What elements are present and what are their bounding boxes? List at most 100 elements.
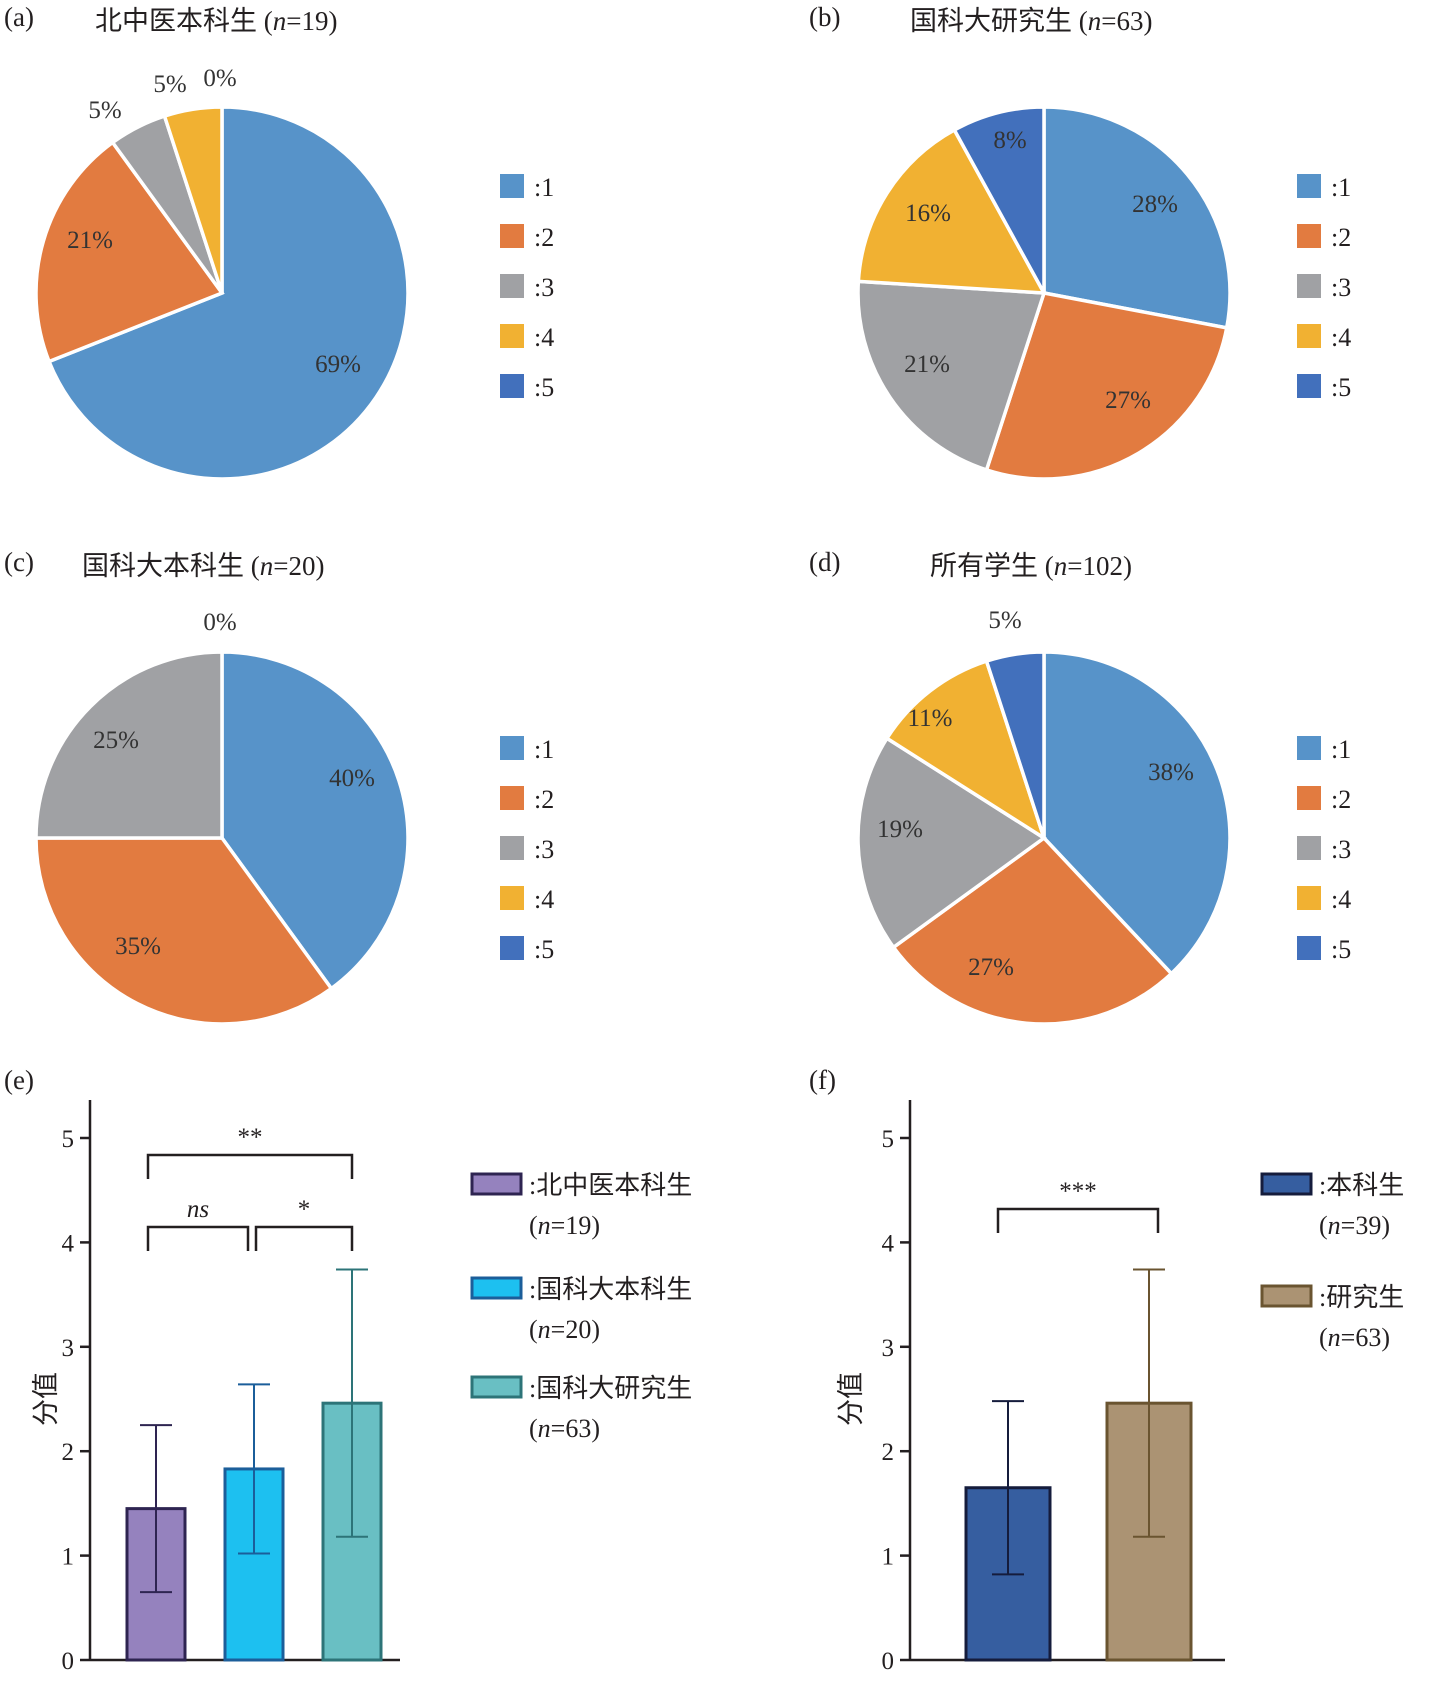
pie-chart-panel-c: (c) 国科大本科生 (n=20) 40% 35% 25% 0%:1:2:3:4:5	[4, 547, 554, 1026]
pie-slice-5	[984, 650, 1046, 839]
chart-title: 国科大本科生 (n=20)	[82, 551, 324, 581]
significance-bracket	[996, 1207, 1160, 1233]
legend-swatch-4	[500, 886, 524, 910]
legend-swatch-1	[1297, 174, 1321, 198]
legend-label-2: :2	[534, 785, 554, 814]
significance-bracket	[146, 1153, 354, 1179]
pie-slice-3	[856, 279, 1047, 473]
y-tick-label: 1	[882, 1544, 895, 1571]
legend-swatch-2	[500, 224, 524, 248]
y-axis-label: 分值	[836, 1372, 866, 1426]
bar-legend: :本科生 (n=39) :研究生 (n=63)	[1260, 1171, 1404, 1352]
pie-slice-4	[162, 105, 224, 294]
legend-n-3: (n=63)	[529, 1414, 600, 1443]
significance-bracket	[146, 1225, 250, 1251]
legend-n-2: (n=20)	[529, 1315, 600, 1344]
legend-label-4: :4	[1331, 885, 1351, 914]
legend-swatch-3	[470, 1375, 523, 1399]
significance-label: ns	[187, 1196, 209, 1223]
pie-slice-1	[46, 105, 410, 481]
legend-label-2: :2	[1331, 223, 1351, 252]
slice-label-5: 5%	[988, 607, 1021, 634]
slice-label-4: 16%	[905, 200, 951, 227]
panel-label: (a)	[4, 2, 34, 32]
legend-label-3: :3	[1331, 273, 1351, 302]
pie-legend: :1 :2 :3 :4 :5	[500, 735, 554, 964]
legend-label-5: :5	[1331, 935, 1351, 964]
legend-label-1: :1	[534, 735, 554, 764]
y-axis-label: 分值	[31, 1372, 61, 1426]
legend-label-1: :1	[1331, 173, 1351, 202]
legend-swatch-5	[1297, 374, 1321, 398]
legend-swatch-2	[1297, 224, 1321, 248]
slice-label-1: 28%	[1132, 191, 1178, 218]
legend-n-1: (n=39)	[1319, 1211, 1390, 1240]
slice-label-5: 0%	[203, 65, 236, 92]
legend-n-1: (n=19)	[529, 1211, 600, 1240]
slice-label-4: 0%	[203, 609, 236, 636]
legend-swatch-3	[500, 274, 524, 298]
legend-label-1: :1	[534, 173, 554, 202]
y-tick-label: 4	[62, 1230, 75, 1257]
slice-label-2: 35%	[115, 933, 161, 960]
legend-label-1: :北中医本科生	[529, 1171, 692, 1200]
legend-swatch-5	[500, 936, 524, 960]
pie-slice-2	[891, 835, 1174, 1026]
pie-slice-1	[1042, 105, 1232, 330]
slice-label-1: 69%	[315, 351, 361, 378]
pie-slice-5	[952, 105, 1046, 294]
y-tick-label: 3	[882, 1335, 895, 1362]
legend-swatch-4	[500, 324, 524, 348]
significance-label: ***	[1059, 1178, 1097, 1205]
bar-chart-panel-e: (e) 0 1 2 3 4 5 分值 ** ns *:北中医本科生 (n=19):国科大本科生 (n=2…	[4, 1065, 692, 1675]
pie-chart-panel-b: (b) 国科大研究生 (n=63) 28% 27% 21% 16% 8%:1:2:3:4:5	[809, 2, 1351, 481]
legend-swatch-3	[1297, 836, 1321, 860]
significance-bracket	[254, 1225, 354, 1251]
legend-swatch-5	[500, 374, 524, 398]
legend-swatch-1	[500, 174, 524, 198]
slice-label-3: 25%	[93, 727, 139, 754]
bar-chart-panel-f: (f) 0 1 2 3 4 5 分值 ***:本科生 (n=39):研究生 (n=63)	[809, 1065, 1404, 1675]
pie-chart-panel-d: (d) 所有学生 (n=102) 38% 27% 19% 11% 5%:1:2:3:4:5	[809, 547, 1351, 1026]
chart-title: 国科大研究生 (n=63)	[910, 6, 1152, 36]
significance-label: *	[298, 1196, 311, 1223]
legend-label-4: :4	[534, 323, 554, 352]
slice-label-2: 27%	[968, 954, 1014, 981]
pie-slice-4	[884, 658, 1048, 843]
pie-legend: :1:2:3:4:5	[500, 173, 554, 402]
chart-title: 所有学生 (n=102)	[930, 551, 1132, 581]
panel-label: (e)	[4, 1065, 34, 1095]
panel-label: (f)	[809, 1065, 836, 1095]
y-tick-label: 2	[882, 1439, 895, 1466]
pie-legend: :1:2:3:4:5	[1297, 735, 1351, 964]
legend-label-2: :研究生	[1319, 1283, 1404, 1312]
legend-swatch-5	[1297, 936, 1321, 960]
legend-label-3: :3	[1331, 835, 1351, 864]
pie-slice-3	[856, 735, 1048, 950]
slice-label-4: 5%	[153, 71, 186, 98]
legend-label-4: :4	[1331, 323, 1351, 352]
y-tick-label: 0	[62, 1648, 75, 1675]
legend-swatch-4	[1297, 324, 1321, 348]
panel-label: (d)	[809, 547, 840, 577]
legend-n-2: (n=63)	[1319, 1323, 1390, 1352]
pie-slice-3	[34, 650, 224, 840]
legend-swatch-1	[1260, 1172, 1313, 1196]
legend-label-3: :国科大研究生	[529, 1374, 692, 1403]
pie-chart-panel-a: (a) 北中医本科生 (n=19) 69% 21% 5% 5% 0%:1:2:3:4:5	[4, 2, 554, 481]
legend-label-3: :3	[534, 835, 554, 864]
pie-legend: :1:2:3:4:5	[1297, 173, 1351, 402]
slice-label-1: 40%	[329, 765, 375, 792]
legend-label-4: :4	[534, 885, 554, 914]
legend-label-1: :本科生	[1319, 1171, 1404, 1200]
legend-label-5: :5	[534, 935, 554, 964]
significance-label: **	[238, 1124, 263, 1151]
legend-label-2: :2	[1331, 785, 1351, 814]
y-tick-label: 2	[62, 1439, 75, 1466]
slice-label-1: 38%	[1148, 759, 1194, 786]
legend-swatch-1	[1297, 736, 1321, 760]
y-tick-label: 1	[62, 1544, 75, 1571]
chart-title: 北中医本科生 (n=19)	[95, 6, 337, 36]
pie-slice-2	[984, 290, 1229, 481]
